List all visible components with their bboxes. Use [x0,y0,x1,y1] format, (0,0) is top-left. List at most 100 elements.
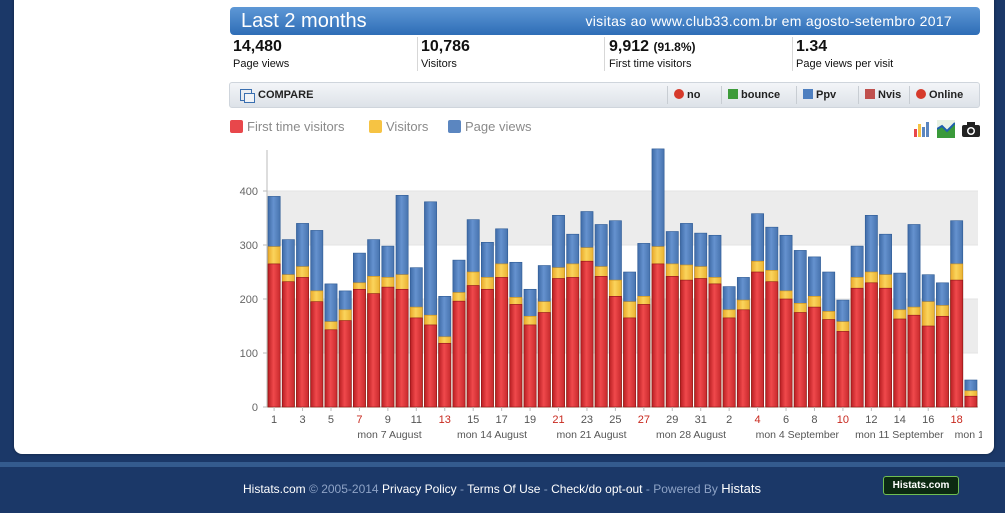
legend-label: Visitors [386,119,429,134]
x-tick-label: 4 [755,414,761,426]
x-tick-label: 6 [783,414,789,426]
bar-first-time-visitors [409,317,423,408]
bar-first-time-visitors [566,277,580,408]
stat-label: Visitors [421,58,457,70]
bar-first-time-visitors [836,331,850,408]
x-tick-label: 19 [524,414,536,426]
opt-out-link[interactable]: Check/do opt-out [551,482,643,496]
footer-separator: - [543,482,548,496]
bar-chart-icon[interactable] [913,120,931,138]
stat-first-time-visitors: 9,912 (91.8%) First time visitors [609,38,696,71]
footer-separator: - [645,482,650,496]
bar-first-time-visitors [367,293,381,408]
bar-first-time-visitors [765,281,779,408]
compare-bounce-button[interactable]: bounce [721,86,780,104]
bar-first-time-visitors [950,279,964,408]
compare-icon-overlap [244,93,255,103]
x-tick-label: 27 [638,414,650,426]
compare-online-button[interactable]: Online [909,86,963,104]
stat-page-views: 14,480 Page views [233,38,289,71]
bar-first-time-visitors [850,287,864,408]
bar-first-time-visitors [793,312,807,408]
x-tick-label: 29 [666,414,678,426]
stat-value-percent: (91.8%) [653,40,696,54]
x-tick-label: 15 [467,414,479,426]
histats-link[interactable]: Histats [721,481,761,496]
x-tick-label: 17 [496,414,508,426]
legend-first-time-visitors[interactable]: First time visitors [230,119,345,134]
x-tick-label: 23 [581,414,593,426]
x-tick-label: 16 [922,414,934,426]
bar-first-time-visitors [694,278,708,408]
x-tick-label: 18 [951,414,963,426]
legend-swatch [230,120,243,133]
week-label: mon 18 September [955,429,982,441]
compare-label[interactable]: COMPARE [258,89,314,101]
bar-first-time-visitors [736,309,750,408]
bar-first-time-visitors [708,283,722,408]
x-tick-label: 10 [837,414,849,426]
nvis-chart-icon [865,89,875,99]
footer-copyright: © 2005-2014 [309,482,379,496]
powered-by-text: Powered By [653,482,718,496]
period-title[interactable]: Last 2 months [241,10,367,32]
y-tick-label: 200 [240,294,258,306]
x-tick-label: 21 [552,414,564,426]
x-tick-label: 12 [865,414,877,426]
legend-visitors[interactable]: Visitors [369,119,428,134]
header-bar: Last 2 months visitas ao www.club33.com.… [230,7,980,35]
x-tick-label: 11 [411,414,422,426]
stat-value: 10,786 [421,38,470,55]
y-tick-label: 0 [252,402,258,414]
bar-first-time-visitors [481,288,494,408]
compare-ppv-button[interactable]: Ppv [796,86,836,104]
compare-no-button[interactable]: no [667,86,700,104]
terms-of-use-link[interactable]: Terms Of Use [467,482,541,496]
bar-first-time-visitors [523,324,537,408]
stat-visitors: 10,786 Visitors [421,38,470,71]
footer-separator: - [459,482,464,496]
bar-first-time-visitors [495,277,509,408]
legend-page-views[interactable]: Page views [448,119,531,134]
stat-label: Page views [233,58,290,70]
stat-label: Page views per visit [796,58,894,70]
legend-swatch [369,120,382,133]
x-tick-label: 1 [271,414,277,426]
bar-first-time-visitors [907,314,921,408]
bar-first-time-visitors [665,276,679,408]
x-tick-label: 7 [356,414,362,426]
stat-separator [417,37,418,71]
stat-page-views-per-visit: 1.34 Page views per visit [796,38,893,71]
stat-value: 14,480 [233,38,282,55]
area-chart-icon[interactable] [937,120,955,138]
compare-nvis-button[interactable]: Nvis [858,86,901,104]
bar-first-time-visitors [651,263,665,408]
week-label: mon 4 September [756,429,840,441]
week-label: mon 7 August [357,429,421,441]
compare-button-label: bounce [741,89,781,101]
footer-top-band [0,462,1005,467]
camera-icon[interactable] [961,120,981,138]
privacy-policy-link[interactable]: Privacy Policy [381,482,457,496]
bar-first-time-visitors [751,271,764,408]
bar-first-time-visitors [267,263,281,408]
bar-first-time-visitors [424,324,437,408]
bar-first-time-visitors [338,320,352,408]
stat-value: 1.34 [796,38,828,55]
legend-label: Page views [465,119,532,134]
bounce-arrow-icon [728,89,738,99]
footer-brand-link[interactable]: Histats.com [243,482,306,496]
stat-separator [792,37,793,71]
x-tick-label: 25 [609,414,621,426]
y-tick-label: 300 [240,240,258,252]
x-tick-label: 14 [894,414,906,426]
stat-value-number: 9,912 [609,38,650,55]
bar-first-time-visitors [466,285,480,408]
legend-swatch [448,120,461,133]
bar-first-time-visitors [395,288,409,408]
histats-badge[interactable]: Histats.com [883,476,959,495]
x-tick-label: 3 [299,414,305,426]
bar-first-time-visitors [921,325,935,408]
bar-first-time-visitors [353,288,366,408]
